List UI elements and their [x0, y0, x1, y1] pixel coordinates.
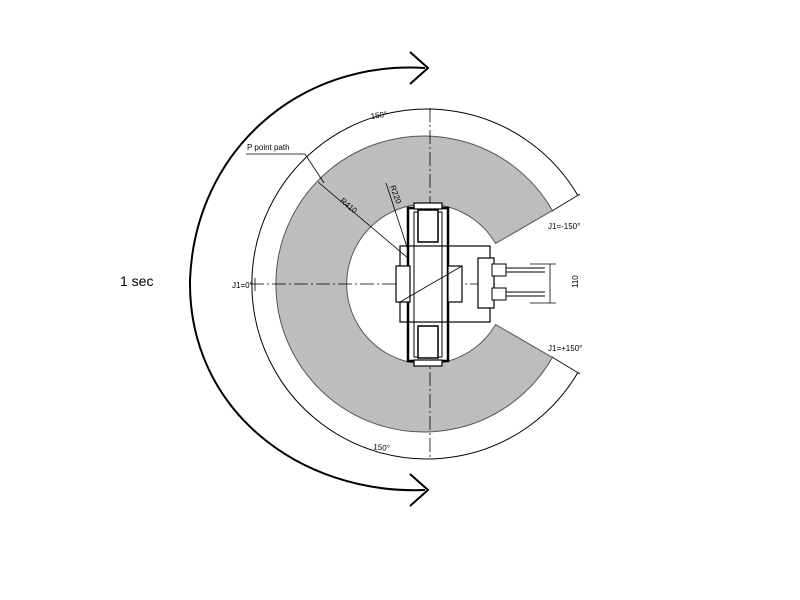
robot-cap-top: [413, 202, 443, 210]
robot-base: [395, 202, 545, 367]
j1-plus-label: J1=+150°: [548, 344, 582, 353]
limit-line-minus: [551, 193, 581, 212]
p-point-path-label: P point path: [247, 143, 290, 152]
robot-cap-bottom: [413, 359, 443, 367]
cable-connector-top: [491, 263, 507, 277]
top-angle-label: 150°: [370, 110, 388, 121]
workspace-sector: [275, 135, 554, 433]
dimension-110-label: 110: [571, 275, 580, 288]
j1-zero-label: J1=0°: [232, 281, 253, 290]
rotation-arrow-head-top: [409, 51, 430, 85]
r410-dimension-line: [317, 181, 416, 265]
time-label: 1 sec: [120, 273, 153, 289]
robot-side-left: [395, 265, 411, 303]
cable-connector-bottom: [491, 287, 507, 301]
p-point-leader: [246, 153, 325, 184]
robot-connector-block: [477, 257, 495, 309]
robot-bottom-block: [417, 325, 439, 359]
robot-top-block: [417, 209, 439, 243]
rotation-arrow-head-bottom: [409, 473, 430, 507]
robot-side-right: [447, 265, 463, 303]
r220-dimension-line: [385, 182, 409, 251]
limit-line-plus: [551, 356, 581, 375]
j1-minus-label: J1=-150°: [548, 222, 580, 231]
rotation-arrow-arc: [188, 66, 426, 492]
robot-diagonal: [399, 265, 463, 303]
bottom-angle-label: 150°: [373, 442, 390, 453]
